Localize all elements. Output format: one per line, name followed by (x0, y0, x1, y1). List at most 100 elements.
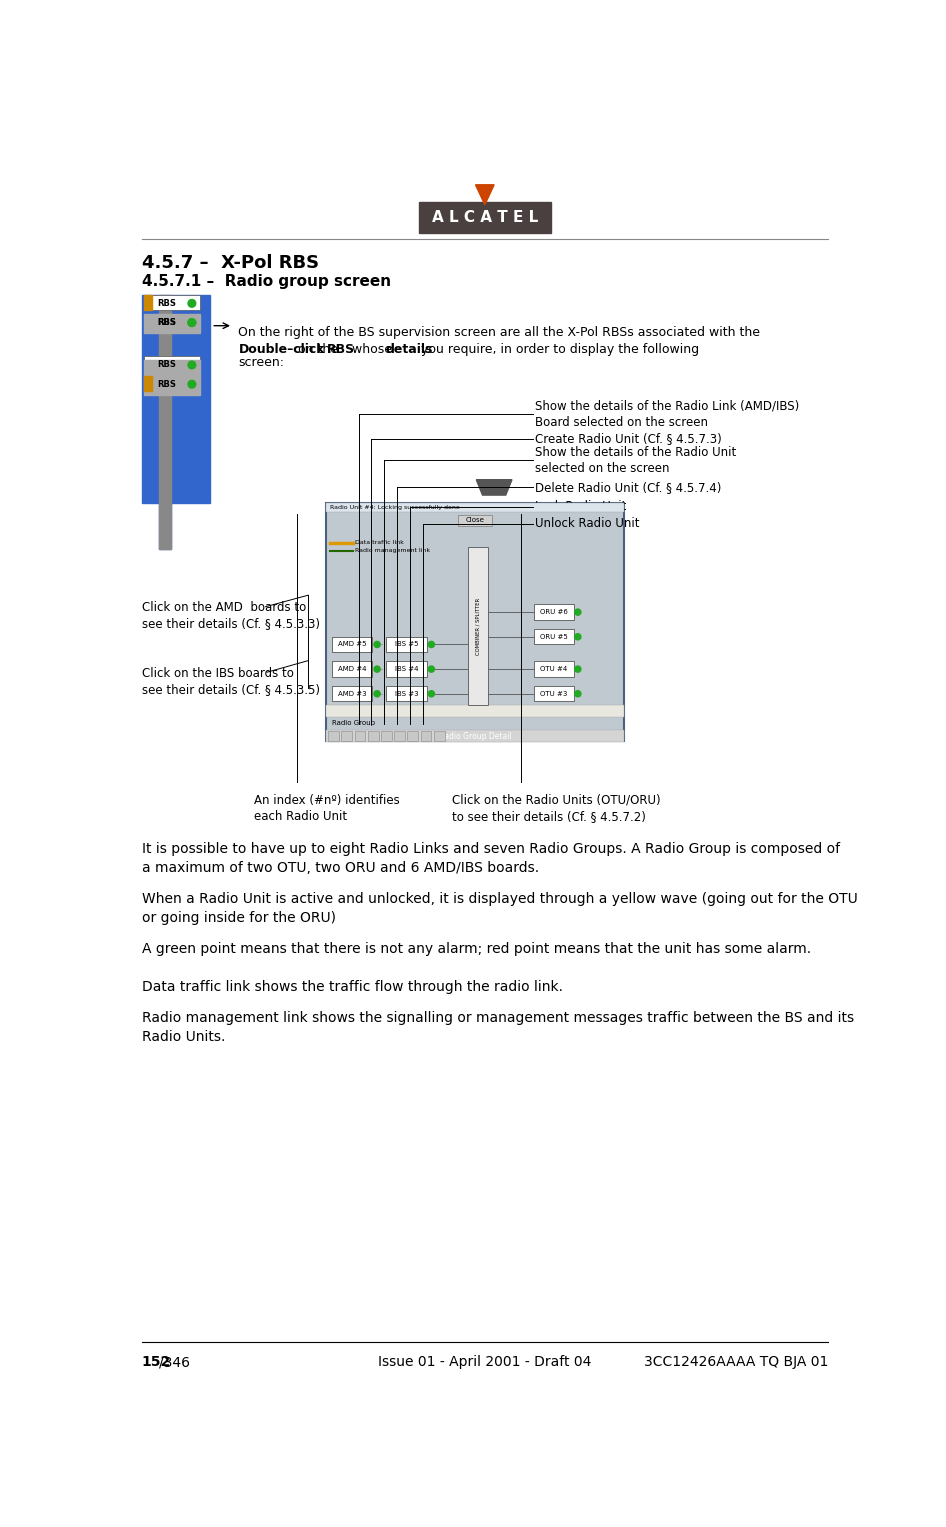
Bar (534, 661, 574, 676)
Bar (386, 686, 427, 701)
Circle shape (575, 666, 581, 672)
Circle shape (374, 690, 380, 696)
Bar (467, 548, 488, 705)
Bar (144, 376, 201, 391)
Text: Radio Group: Radio Group (332, 721, 376, 725)
Text: 152: 152 (142, 1354, 170, 1370)
Bar (159, 502, 171, 550)
Bar (534, 629, 574, 644)
Text: 4.5.7.1 –  Radio group screen: 4.5.7.1 – Radio group screen (142, 275, 391, 289)
Bar (326, 730, 624, 742)
Circle shape (374, 666, 380, 672)
Bar (159, 502, 171, 550)
Text: A green point means that there is not any alarm; red point means that the unit h: A green point means that there is not an… (142, 942, 811, 956)
Text: Data traffic link: Data traffic link (356, 541, 404, 545)
Text: AMD #4: AMD #4 (338, 666, 366, 672)
Text: RBS: RBS (158, 380, 177, 389)
Bar (332, 637, 373, 652)
Text: OTU #4: OTU #4 (540, 666, 568, 672)
Text: whose: whose (348, 342, 396, 356)
Text: An index (#nº) identifies
each Radio Unit: An index (#nº) identifies each Radio Uni… (254, 794, 399, 823)
Text: Radio management link: Radio management link (356, 548, 430, 553)
Bar (534, 686, 574, 701)
Text: 4.5.7 –  X-Pol RBS: 4.5.7 – X-Pol RBS (142, 253, 319, 272)
Text: screen:: screen: (238, 356, 285, 368)
Text: Close: Close (465, 518, 484, 524)
Text: RBS: RBS (158, 318, 177, 327)
Text: It is possible to have up to eight Radio Links and seven Radio Groups. A Radio G: It is possible to have up to eight Radio… (142, 841, 840, 875)
Text: IBS #3: IBS #3 (394, 690, 418, 696)
Text: ORU #5: ORU #5 (540, 634, 568, 640)
Circle shape (188, 360, 196, 370)
Text: ORU #6: ORU #6 (540, 609, 568, 615)
Text: you require, in order to display the following: you require, in order to display the fol… (416, 342, 699, 356)
Bar (326, 502, 624, 512)
Text: When a Radio Unit is active and unlocked, it is displayed through a yellow wave : When a Radio Unit is active and unlocked… (142, 892, 857, 925)
Bar (381, 731, 392, 741)
Text: IBS #4: IBS #4 (394, 666, 418, 672)
Text: Click on the AMD  boards to
see their details (Cf. § 4.5.3.3): Click on the AMD boards to see their det… (142, 602, 320, 631)
Circle shape (429, 666, 434, 672)
Bar (419, 203, 551, 234)
Bar (144, 295, 151, 310)
Bar (144, 360, 201, 395)
Bar (342, 731, 352, 741)
Circle shape (429, 690, 434, 696)
Polygon shape (476, 185, 494, 205)
Text: Radio Group Detail: Radio Group Detail (439, 731, 512, 741)
Circle shape (429, 641, 434, 647)
Text: on the: on the (294, 342, 342, 356)
Text: /346: /346 (159, 1354, 189, 1370)
Bar (534, 605, 574, 620)
Bar (144, 315, 201, 333)
Bar (408, 731, 418, 741)
Circle shape (374, 641, 380, 647)
Bar (144, 356, 201, 373)
Text: Data traffic link shows the traffic flow through the radio link.: Data traffic link shows the traffic flow… (142, 980, 563, 994)
Bar (159, 295, 171, 502)
Bar (326, 502, 624, 742)
Text: Create Radio Unit (Cf. § 4.5.7.3): Create Radio Unit (Cf. § 4.5.7.3) (535, 432, 722, 446)
Bar (421, 731, 431, 741)
Text: Unlock Radio Unit: Unlock Radio Unit (535, 518, 639, 530)
Circle shape (188, 319, 196, 327)
Circle shape (575, 634, 581, 640)
Bar (144, 315, 201, 330)
Text: Show the details of the Radio Link (AMD/IBS)
Board selected on the screen: Show the details of the Radio Link (AMD/… (535, 400, 799, 429)
Circle shape (188, 299, 196, 307)
Bar (326, 730, 624, 742)
Text: Radio management link shows the signalling or management messages traffic betwee: Radio management link shows the signalli… (142, 1011, 853, 1044)
Text: RBS: RBS (158, 318, 177, 327)
Text: RBS: RBS (158, 299, 177, 308)
Text: details: details (386, 342, 433, 356)
Text: AMD #3: AMD #3 (338, 690, 367, 696)
Bar (386, 637, 427, 652)
Polygon shape (476, 479, 512, 495)
Text: RBS: RBS (326, 342, 355, 356)
Bar (144, 376, 151, 391)
Bar (332, 661, 373, 676)
Bar (433, 731, 445, 741)
Bar (368, 731, 378, 741)
Circle shape (575, 609, 581, 615)
Circle shape (188, 319, 196, 327)
Text: Delete Radio Unit (Cf. § 4.5.7.4): Delete Radio Unit (Cf. § 4.5.7.4) (535, 481, 722, 493)
Circle shape (188, 380, 196, 388)
Text: RBS: RBS (158, 360, 177, 370)
Bar (386, 661, 427, 676)
Text: Radio Unit #4: Locking successfully done: Radio Unit #4: Locking successfully done (330, 505, 460, 510)
Text: Show the details of the Radio Unit
selected on the screen: Show the details of the Radio Unit selec… (535, 446, 736, 475)
Bar (326, 704, 624, 716)
Bar (144, 295, 201, 310)
Text: AMD #5: AMD #5 (338, 641, 366, 647)
Text: OTU #3: OTU #3 (540, 690, 568, 696)
Text: COMBINER / SPLITTER: COMBINER / SPLITTER (475, 597, 481, 655)
Circle shape (575, 690, 581, 696)
Bar (332, 686, 373, 701)
Bar (458, 515, 492, 525)
Text: Issue 01 - April 2001 - Draft 04: Issue 01 - April 2001 - Draft 04 (378, 1354, 591, 1370)
Bar (355, 731, 365, 741)
Text: Click on the Radio Units (OTU/ORU)
to see their details (Cf. § 4.5.7.2): Click on the Radio Units (OTU/ORU) to se… (451, 794, 660, 823)
Bar (394, 731, 405, 741)
Text: Click on the IBS boards to
see their details (Cf. § 4.5.3.5): Click on the IBS boards to see their det… (142, 667, 320, 696)
